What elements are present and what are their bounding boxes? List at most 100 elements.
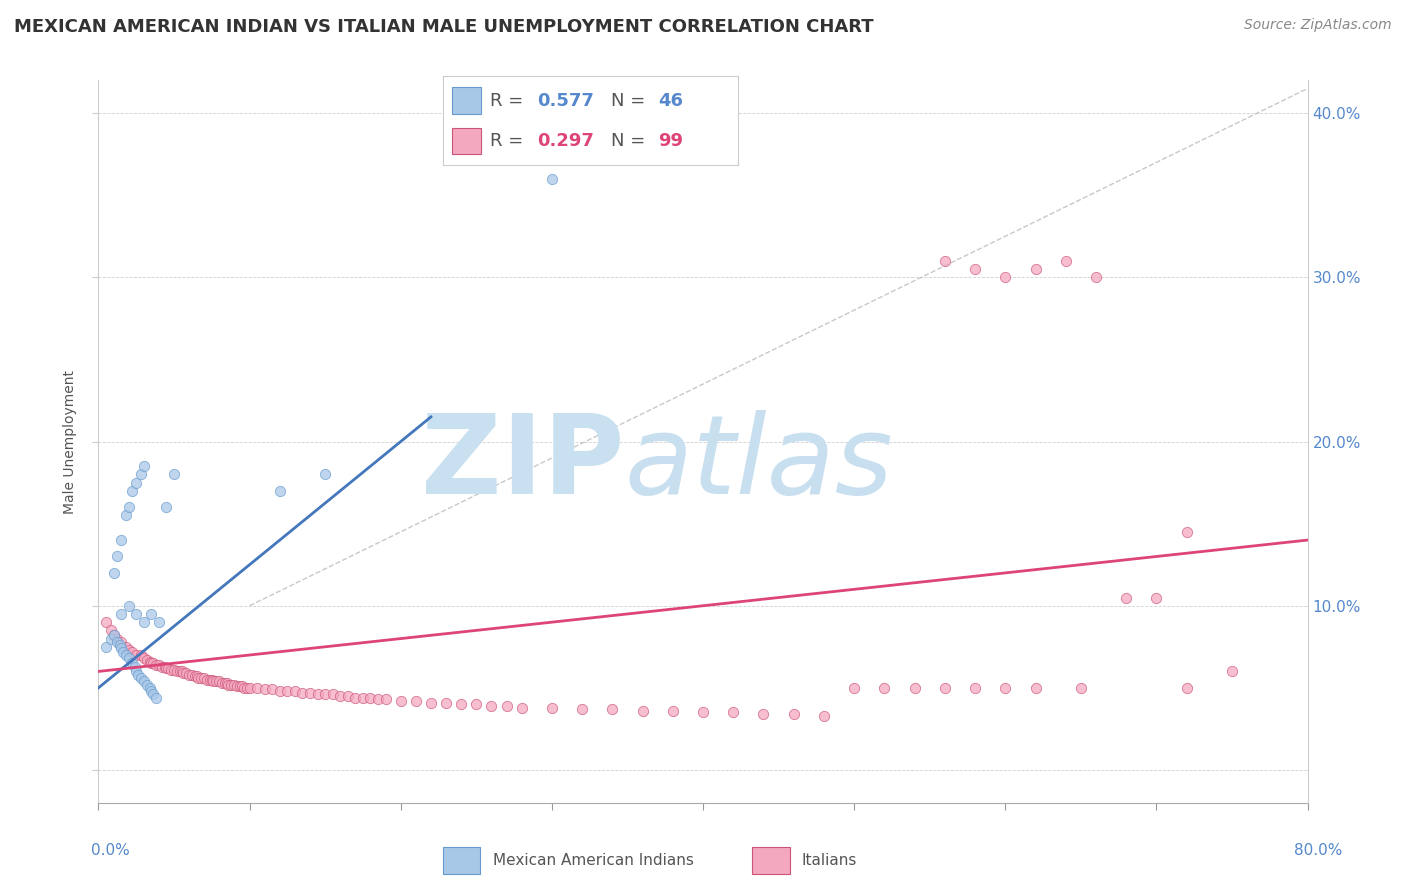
Point [142, 657, 165, 671]
Point [276, 684, 298, 698]
Point [389, 694, 412, 708]
Point [231, 679, 253, 693]
Point [135, 653, 157, 667]
Point [139, 655, 162, 669]
FancyBboxPatch shape [752, 847, 790, 874]
Point [118, 643, 141, 657]
Point [111, 645, 134, 659]
Point [190, 671, 212, 685]
FancyBboxPatch shape [451, 128, 481, 154]
Point [1175, 681, 1198, 695]
Point [132, 459, 155, 474]
Point [141, 657, 163, 671]
Point [1115, 591, 1137, 605]
Point [114, 508, 136, 523]
Point [481, 698, 503, 713]
Point [367, 692, 389, 706]
Point [253, 682, 276, 697]
Point [105, 632, 128, 646]
Text: 0.0%: 0.0% [91, 843, 131, 858]
Point [174, 666, 197, 681]
Point [571, 702, 593, 716]
Point [307, 687, 329, 701]
Point [229, 679, 252, 693]
Point [262, 682, 284, 697]
FancyBboxPatch shape [443, 847, 481, 874]
Point [994, 270, 1017, 285]
Point [208, 674, 231, 689]
Point [121, 645, 143, 659]
Point [100, 624, 122, 638]
Point [1175, 524, 1198, 539]
Point [184, 669, 207, 683]
Point [160, 663, 183, 677]
Point [465, 698, 488, 712]
Point [405, 694, 427, 708]
Point [214, 676, 236, 690]
Point [187, 671, 209, 685]
Point [450, 698, 472, 712]
Point [1070, 681, 1092, 695]
Text: N =: N = [612, 132, 651, 150]
Point [322, 687, 344, 701]
Point [1024, 681, 1046, 695]
Point [105, 549, 128, 564]
Point [110, 641, 132, 656]
Point [631, 704, 654, 718]
Point [103, 628, 125, 642]
Point [105, 635, 128, 649]
Point [232, 681, 254, 695]
Text: Italians: Italians [801, 854, 858, 868]
Point [873, 681, 896, 695]
Text: Mexican American Indians: Mexican American Indians [492, 854, 693, 868]
Point [114, 648, 136, 662]
Point [299, 686, 322, 700]
Point [374, 692, 396, 706]
Point [153, 659, 176, 673]
Point [132, 651, 155, 665]
Y-axis label: Male Unemployment: Male Unemployment [63, 369, 77, 514]
Point [224, 677, 246, 691]
Point [360, 690, 382, 705]
Point [934, 253, 956, 268]
Point [202, 674, 225, 689]
Point [132, 674, 155, 689]
Point [108, 638, 131, 652]
Point [141, 607, 163, 621]
Point [221, 677, 243, 691]
FancyBboxPatch shape [451, 87, 481, 114]
Point [129, 467, 152, 482]
Point [269, 684, 291, 698]
Text: 80.0%: 80.0% [1295, 843, 1343, 858]
Point [1144, 591, 1167, 605]
Point [132, 615, 155, 630]
Point [284, 684, 307, 698]
Text: 99: 99 [658, 132, 683, 150]
Point [336, 689, 359, 703]
Point [752, 707, 775, 722]
Text: atlas: atlas [624, 409, 893, 516]
Point [118, 651, 141, 665]
Point [1054, 253, 1077, 268]
Point [172, 666, 194, 681]
Point [103, 566, 125, 580]
Text: ZIP: ZIP [420, 409, 624, 516]
Point [121, 483, 143, 498]
Point [344, 690, 367, 705]
Point [125, 665, 148, 679]
Point [205, 674, 228, 689]
Point [965, 681, 987, 695]
Point [135, 677, 157, 691]
Point [200, 673, 222, 687]
Point [125, 607, 148, 621]
Point [129, 671, 152, 685]
Point [186, 669, 208, 683]
Point [352, 690, 374, 705]
Point [434, 696, 457, 710]
Point [239, 681, 262, 695]
Point [118, 599, 141, 613]
Point [124, 659, 146, 673]
Point [540, 700, 562, 714]
Point [100, 632, 122, 646]
Point [163, 467, 186, 482]
